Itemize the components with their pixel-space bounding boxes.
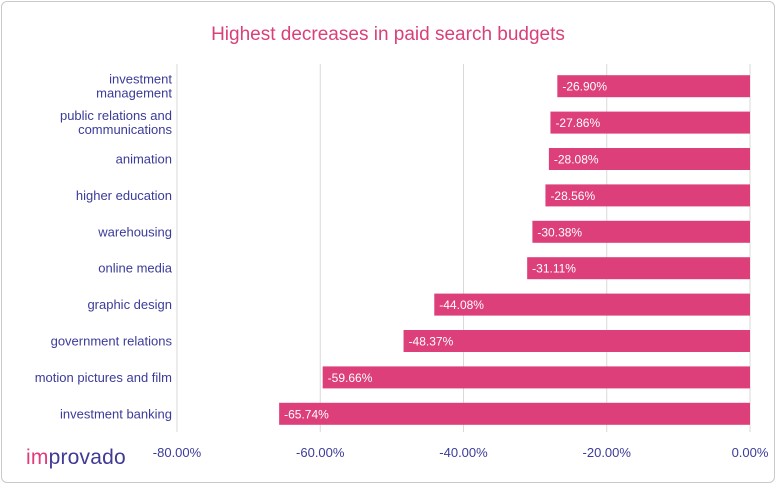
category-label: public relations and communications: [60, 108, 173, 137]
category-label: animation: [116, 152, 172, 167]
category-label: warehousing: [97, 224, 172, 239]
bar-data-label: -30.38%: [537, 225, 582, 239]
bar: [322, 366, 750, 389]
bar-data-label: -26.90%: [562, 80, 607, 94]
bar: [403, 330, 750, 352]
bar: [548, 148, 750, 170]
category-label: investment management: [96, 72, 172, 101]
category-label: higher education: [76, 188, 172, 203]
category-label: graphic design: [87, 297, 172, 312]
category-label: government relations: [51, 334, 173, 349]
bar: [550, 111, 750, 134]
bar-data-label: -28.56%: [550, 189, 595, 203]
bar: [279, 402, 750, 425]
category-label: motion pictures and film: [35, 370, 172, 385]
category-label: investment banking: [60, 406, 172, 421]
bar: [557, 75, 750, 98]
x-tick-label: -60.00%: [296, 445, 345, 460]
chart-title: Highest decreases in paid search budgets: [211, 24, 565, 45]
bar-data-label: -27.86%: [555, 116, 600, 130]
x-tick-label: -40.00%: [439, 445, 488, 460]
bar: [527, 257, 750, 280]
x-tick-label: -20.00%: [583, 445, 632, 460]
category-label: online media: [98, 261, 172, 276]
bar-data-label: -44.08%: [439, 298, 484, 312]
bar-data-label: -65.74%: [284, 407, 329, 421]
bar: [434, 293, 750, 316]
logo-part-provado: provado: [48, 446, 126, 469]
x-tick-label: 0.00%: [732, 445, 769, 460]
bar: [532, 220, 750, 243]
bar-data-label: -59.66%: [328, 371, 373, 385]
bar-data-label: -48.37%: [409, 335, 454, 349]
x-tick-label: -80.00%: [153, 445, 202, 460]
logo-part-im: im: [26, 446, 49, 469]
bar-data-label: -31.11%: [532, 262, 576, 276]
improvado-logo: improvado: [26, 446, 126, 470]
bar: [545, 184, 750, 207]
bar-data-label: -28.08%: [554, 153, 599, 167]
